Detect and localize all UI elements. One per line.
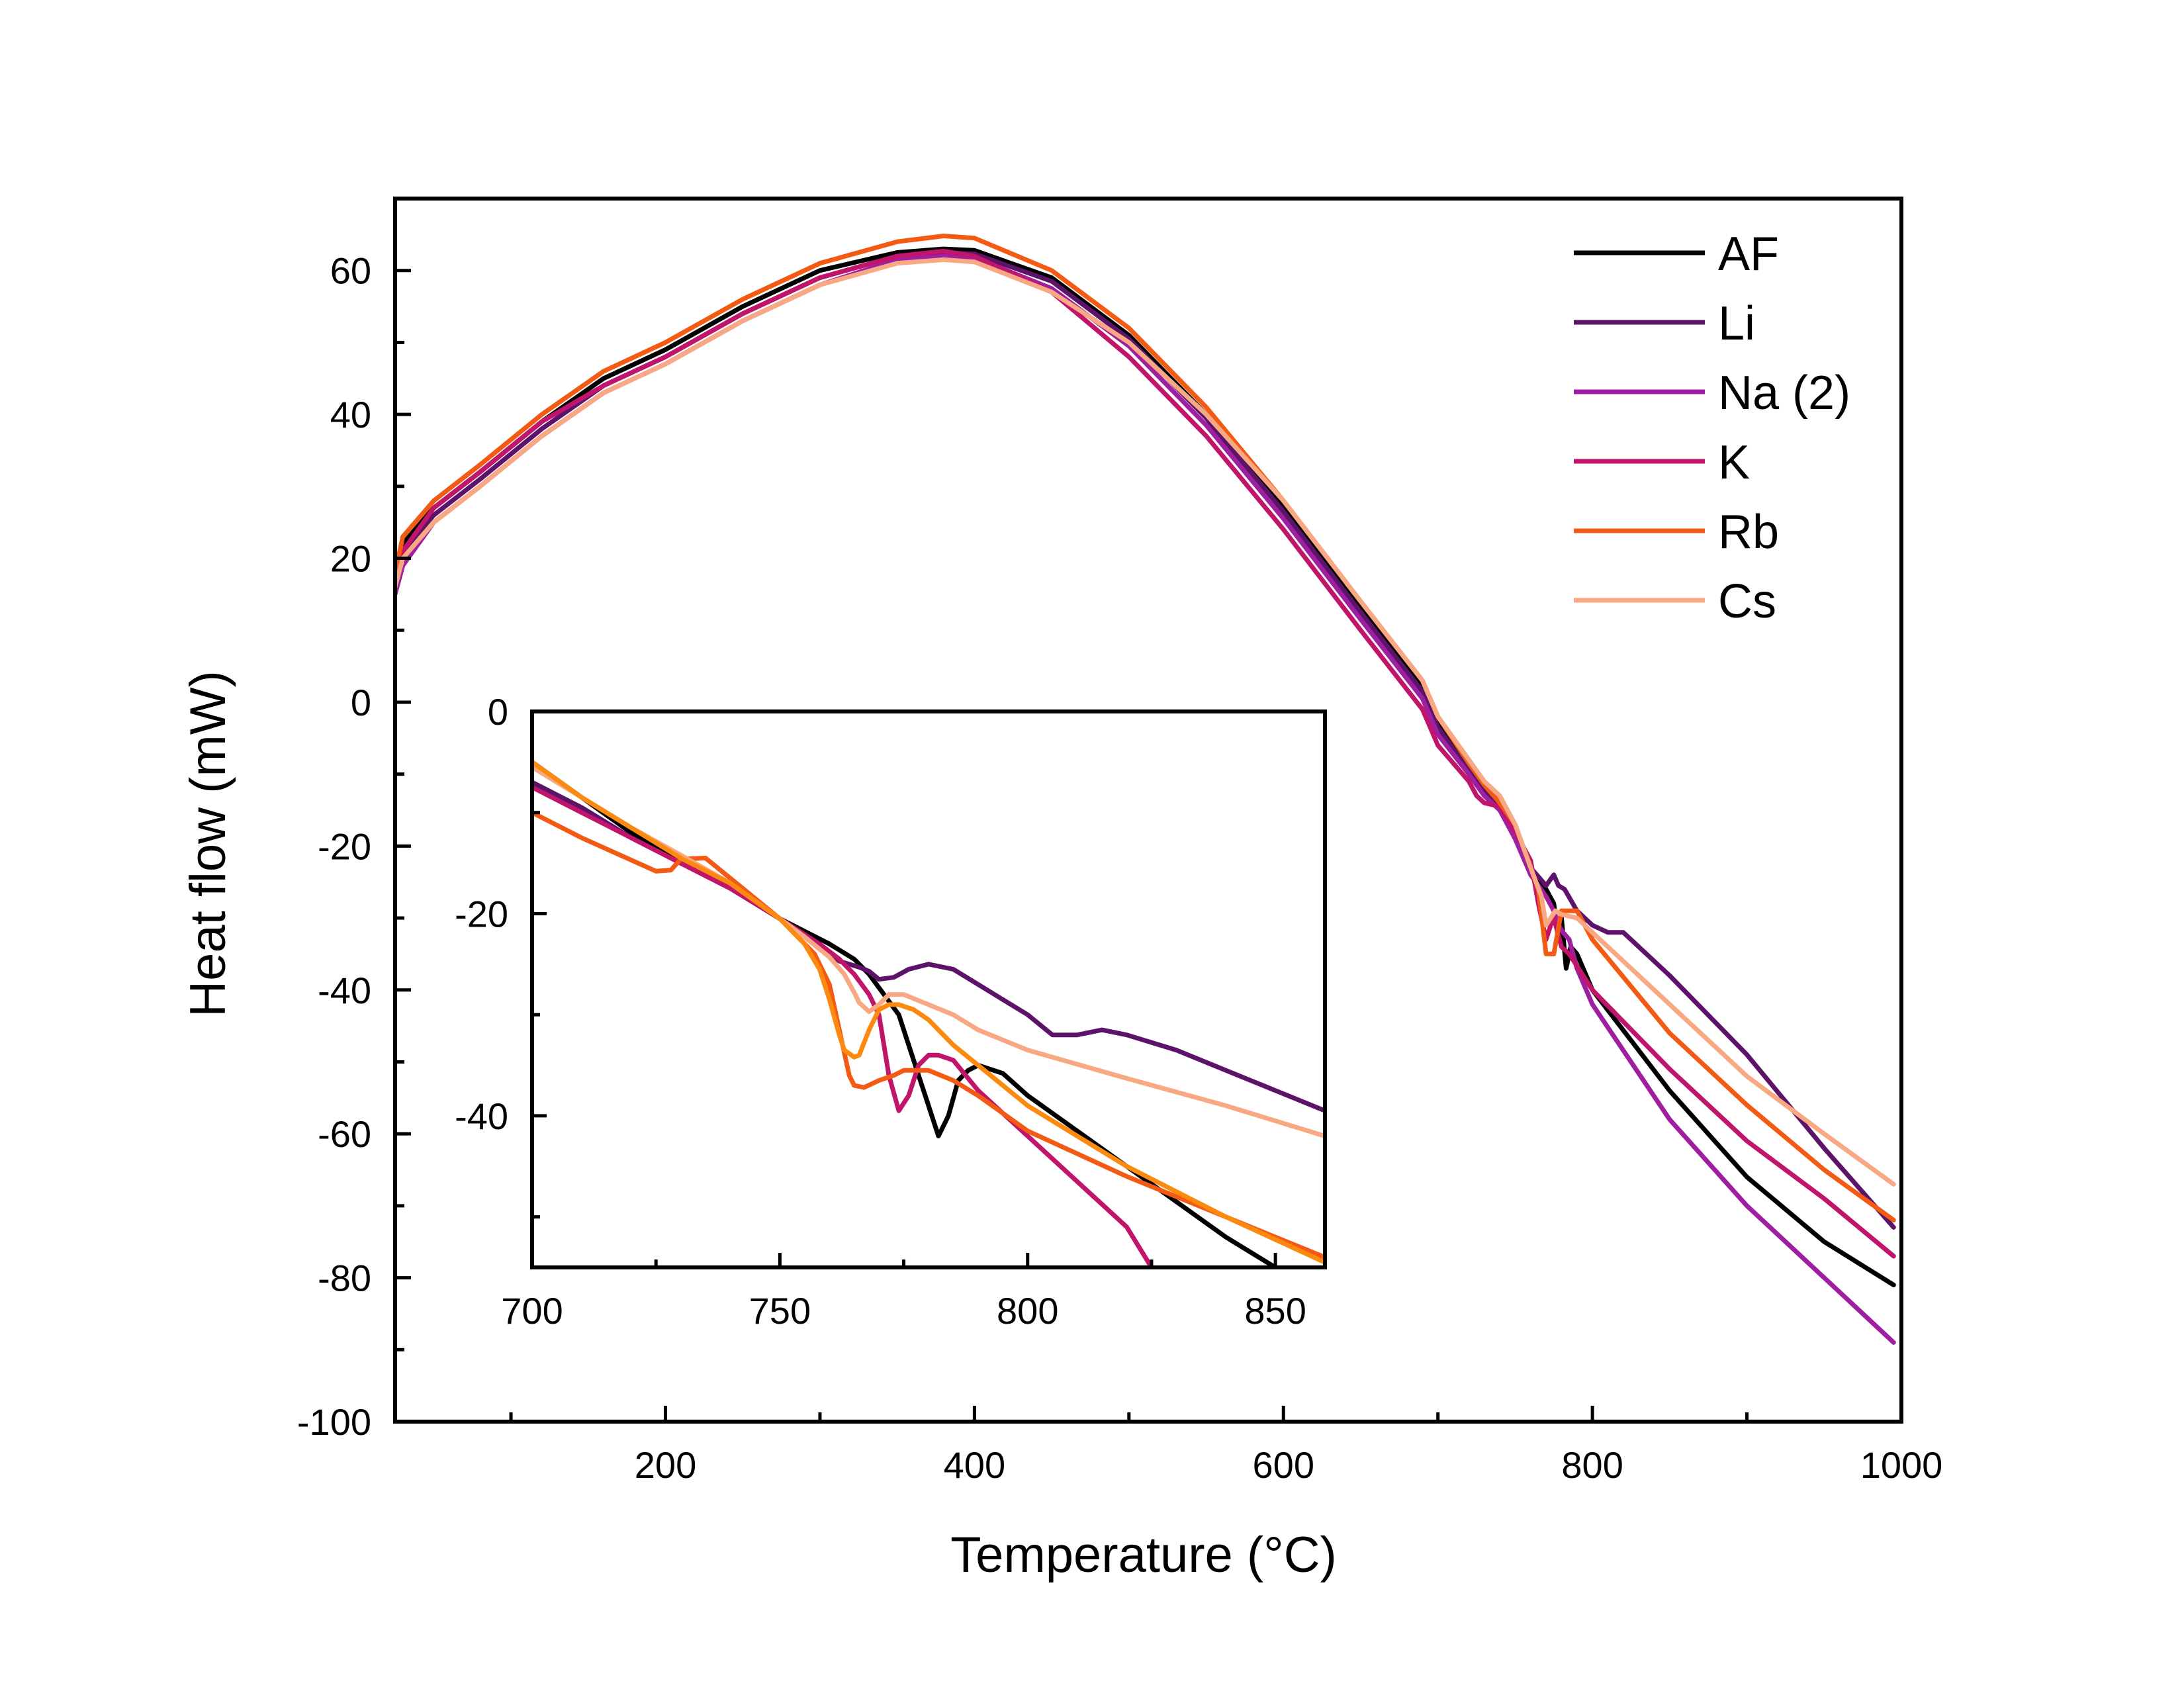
- inset-plot-background: [532, 711, 1325, 1267]
- inset-x-tick-label: 850: [1244, 1290, 1306, 1332]
- main-x-tick-label: 400: [944, 1444, 1005, 1486]
- main-x-tick-label: 800: [1561, 1444, 1623, 1486]
- inset-plot-frame: [530, 709, 1327, 1269]
- legend: AF Li Na (2) K Rb Cs: [1574, 228, 1850, 628]
- main-y-tick-label: -20: [318, 825, 371, 867]
- inset-x-tick-label: 700: [501, 1290, 563, 1332]
- main-series-line-cs: [395, 257, 1896, 1187]
- y-axis-title: Heat flow (mW): [180, 670, 236, 1017]
- main-y-tick-label: -40: [318, 970, 371, 1011]
- main-x-tick-label: 1000: [1860, 1444, 1943, 1486]
- main-y-tick-label: 20: [330, 538, 371, 580]
- main-series-group: [395, 234, 1896, 1345]
- legend-label-na-2: Na (2): [1718, 367, 1850, 420]
- inset-series-line-rb: [532, 810, 1325, 1260]
- main-x-tick-label: 200: [635, 1444, 696, 1486]
- main-y-tick-label: 0: [351, 682, 371, 723]
- main-plot-frame: [393, 197, 1903, 1424]
- inset-x-tick-label: 800: [997, 1290, 1058, 1332]
- main-plot: 200 400 600 800 1000 -100 -80 -60 -40 -20 0 20 40 60: [297, 197, 1943, 1486]
- main-y-tick-label: -80: [318, 1257, 371, 1299]
- inset-y-tick-label: -20: [455, 893, 508, 935]
- main-y-tick-label: 40: [330, 394, 371, 435]
- legend-label-cs: Cs: [1718, 575, 1776, 628]
- inset-series-group: [532, 759, 1325, 1267]
- inset-x-tick-label: 750: [749, 1290, 811, 1332]
- main-series-line-k: [395, 248, 1896, 1259]
- legend-label-li: Li: [1718, 297, 1755, 350]
- inset-y-tick-label: -40: [455, 1095, 508, 1137]
- legend-label-rb: Rb: [1718, 506, 1779, 559]
- legend-label-k: K: [1718, 436, 1750, 489]
- main-y-tick-label: -60: [318, 1113, 371, 1155]
- inset-plot: 700 750 800 850 -40 -20 0: [455, 691, 1327, 1332]
- main-y-tick-label: 60: [330, 250, 371, 292]
- main-x-tick-label: 600: [1253, 1444, 1314, 1486]
- main-y-tick-label: -100: [297, 1401, 371, 1443]
- x-axis-title: Temperature (°C): [950, 1527, 1337, 1583]
- legend-label-af: AF: [1718, 228, 1779, 281]
- inset-y-tick-label: 0: [488, 691, 508, 733]
- inset-series-line-orange: [532, 759, 1325, 1265]
